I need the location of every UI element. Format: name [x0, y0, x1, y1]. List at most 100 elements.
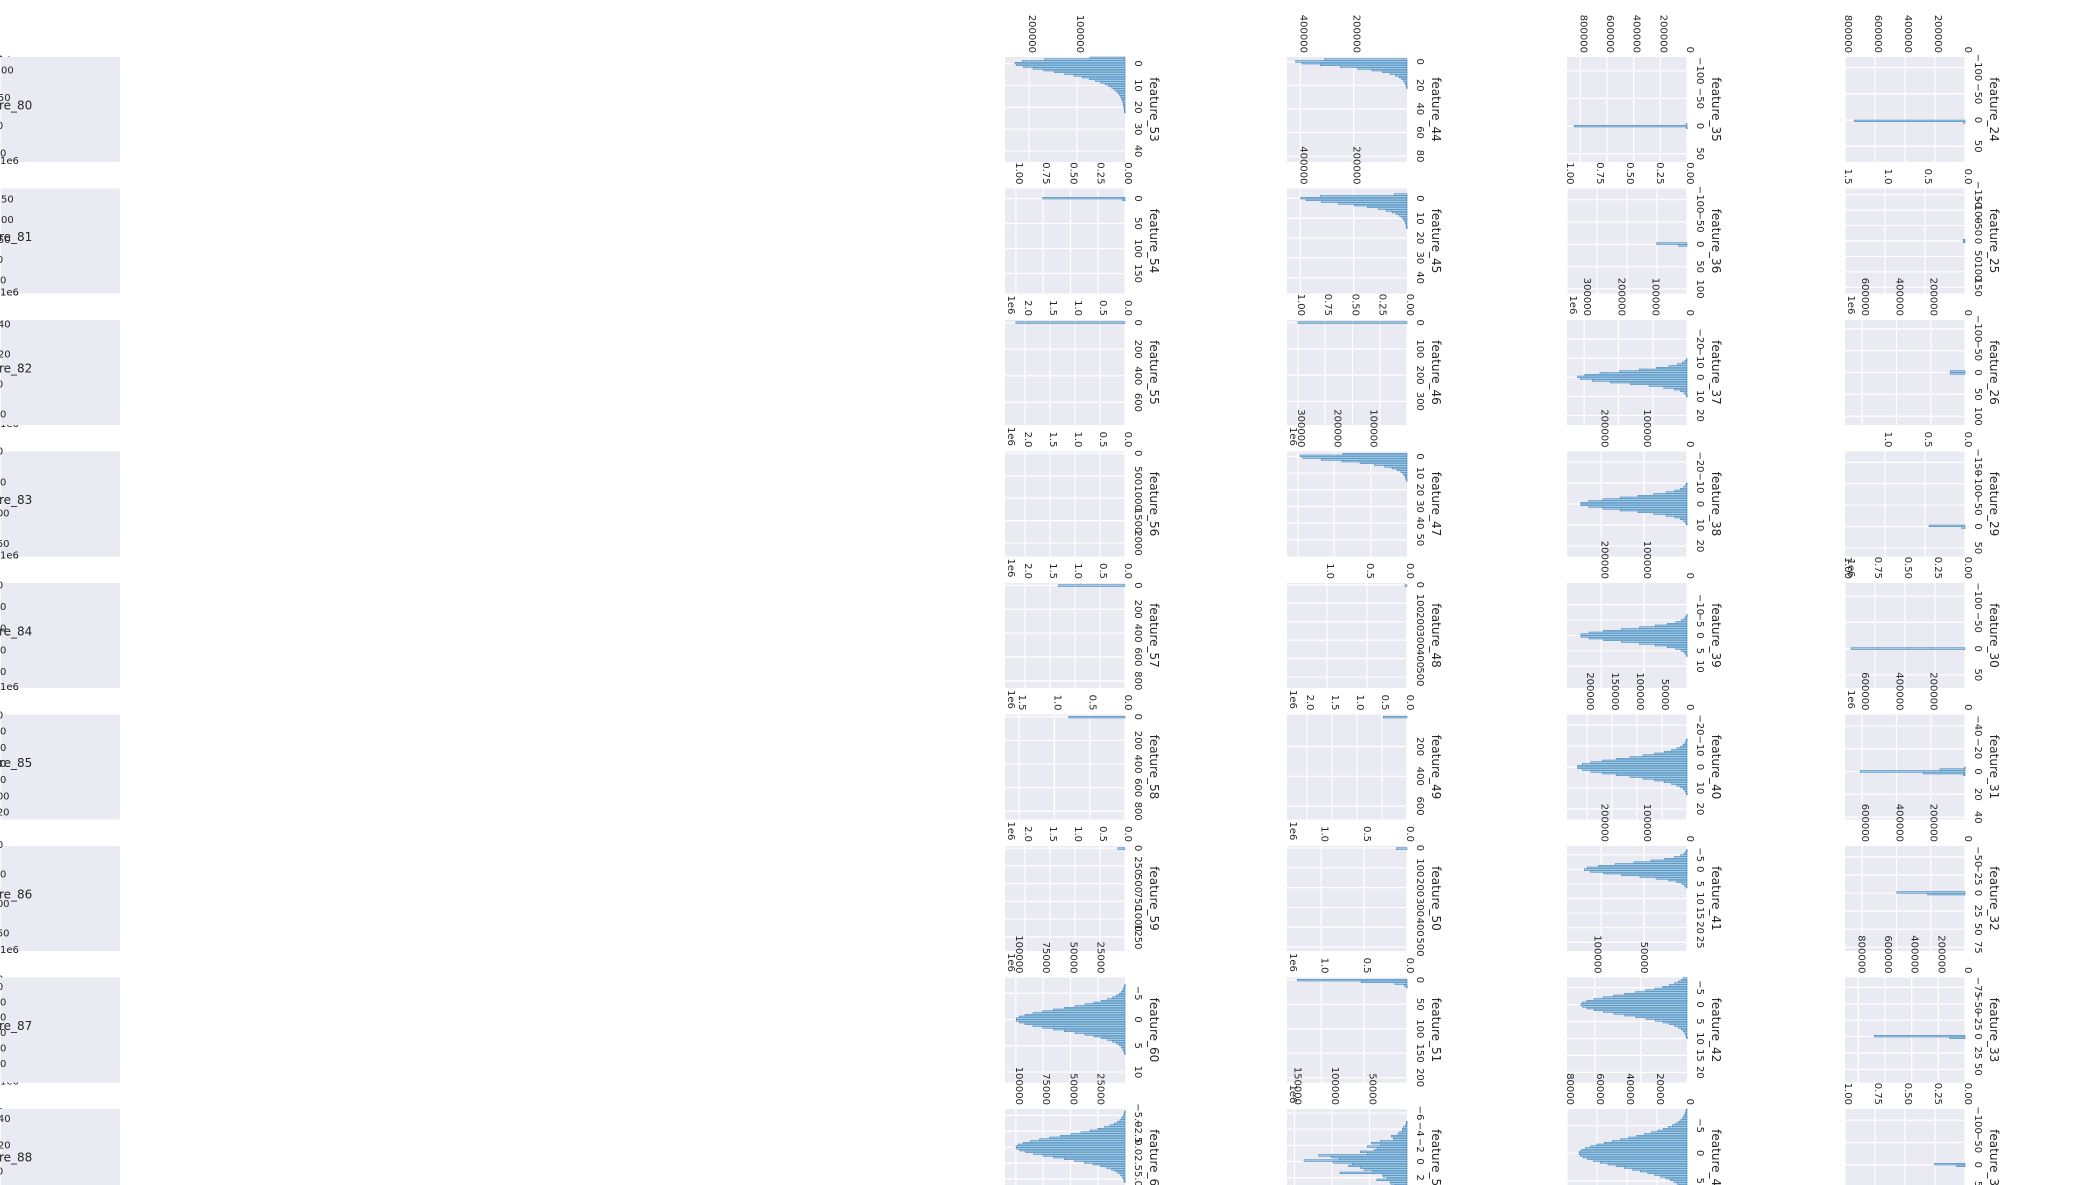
histogram-bar	[1922, 772, 1966, 775]
histogram-bar	[1590, 770, 1688, 773]
histogram-bar	[1404, 81, 1408, 84]
x-tick-label: −2	[1414, 1138, 1425, 1153]
panel-background	[0, 1109, 120, 1185]
x-tick-label: 0	[1972, 523, 1983, 529]
histogram-bar	[1403, 984, 1408, 987]
x-tick-label: 0	[1414, 59, 1425, 65]
histogram-bar	[1024, 1022, 1126, 1025]
x-tick-label: 1000	[1132, 906, 1143, 931]
histogram-bar	[1339, 65, 1408, 68]
histogram-bar	[1104, 83, 1126, 86]
histogram-bar	[1665, 491, 1688, 494]
histogram-panel: −50−25 0 25 50 75 0 200000 400000 600000 feature_…	[1845, 804, 2001, 954]
x-tick-label: 10	[1694, 782, 1705, 795]
y-tick-label: 0.5	[1097, 563, 1108, 579]
histogram-bar	[1685, 1112, 1688, 1115]
histogram-bar	[1093, 1035, 1126, 1038]
panel-title: feature_85	[0, 756, 32, 770]
histogram-bar	[1603, 872, 1688, 875]
x-tick-label: 30	[1132, 123, 1143, 136]
x-tick-label: 50	[1972, 1181, 1983, 1185]
y-tick-label: 0.00	[1684, 162, 1695, 184]
x-tick-label: 2	[1414, 1174, 1425, 1180]
x-tick-label: 20	[1414, 483, 1425, 496]
x-tick-label: −50	[0, 235, 11, 246]
x-tick-label: 50	[1972, 140, 1983, 153]
histogram-bar	[1405, 477, 1408, 480]
x-tick-label: 150	[1972, 278, 1983, 297]
x-tick-label: 0	[1972, 768, 1983, 774]
histogram-bar	[1042, 1026, 1126, 1029]
histogram-bar	[1637, 510, 1688, 513]
x-tick-label: 0	[1132, 845, 1143, 851]
histogram-bar	[1685, 1108, 1688, 1111]
histogram-panel: 0 20 40 60 80 200000 400000 feature_44	[1287, 15, 1443, 162]
histogram-bar	[1685, 791, 1688, 794]
panel-title: feature_29	[1987, 472, 2001, 537]
histogram-bar	[1393, 1138, 1408, 1141]
x-tick-label: 5.0	[1132, 1171, 1143, 1185]
histogram-bar	[1042, 1154, 1126, 1157]
histogram-bar	[1602, 996, 1688, 999]
panel-title: feature_37	[1709, 340, 1723, 405]
histogram-bar	[1123, 107, 1126, 110]
x-tick-label: 50	[1972, 669, 1983, 682]
histogram-bar	[1018, 1143, 1126, 1146]
histogram-panel: 0 50 100 150 200 0.0 0.5 1.0 1e6 feature_51	[1287, 958, 1443, 1103]
y-offset-label: 1e6	[1287, 690, 1298, 709]
y-tick-label: 25000	[1095, 1073, 1106, 1105]
histogram-bar	[1596, 1143, 1688, 1146]
x-tick-label: −100	[0, 215, 14, 226]
panel-background	[1287, 714, 1407, 820]
histogram-bar	[1599, 372, 1688, 375]
histogram-bar	[1962, 239, 1966, 242]
histogram-bar	[1685, 851, 1688, 854]
x-tick-label: −50	[1972, 83, 1983, 104]
x-tick-label: −20	[0, 350, 11, 361]
x-tick-label: −50	[1972, 340, 1983, 361]
histogram-bar	[1053, 1156, 1126, 1159]
histogram-bar	[1619, 496, 1688, 499]
histogram-bar	[1680, 854, 1688, 857]
y-tick-label: 0.0	[1122, 300, 1133, 316]
histogram-bar	[1074, 1031, 1126, 1034]
x-tick-label: 200	[1414, 612, 1425, 631]
y-tick-label: 400000	[1893, 804, 1904, 842]
histogram-bar	[1402, 472, 1408, 475]
histogram-panel: −100 −50 0 50 0 200000 400000 600000 800000 featu…	[1567, 15, 1723, 162]
histogram-bar	[1106, 1166, 1126, 1169]
histogram-bar	[1032, 1024, 1126, 1027]
histogram-bar	[1025, 1150, 1126, 1153]
y-tick-label: 2.0	[1022, 826, 1033, 842]
histogram-bar	[1405, 223, 1408, 226]
y-tick-label: 25000	[1095, 942, 1106, 974]
x-tick-label: 100	[0, 508, 10, 519]
histogram-bar	[1664, 858, 1688, 861]
histogram-bar	[1686, 793, 1688, 796]
x-tick-label: 0	[1694, 241, 1705, 247]
histogram-bar	[1112, 996, 1126, 999]
x-tick-label: 80	[0, 667, 6, 678]
histogram-bar	[1405, 221, 1408, 224]
histogram-bar	[1114, 88, 1126, 91]
histogram-bar	[1324, 58, 1408, 61]
x-tick-label: −5	[1694, 980, 1705, 995]
histogram-bar	[1681, 882, 1688, 885]
histogram-bar	[1095, 79, 1126, 82]
histogram-bar	[1642, 777, 1688, 780]
x-tick-label: 60	[0, 759, 6, 770]
y-tick-label: 50000	[1067, 1073, 1078, 1105]
histogram-panel: −75−50−25 0 25 50 0 200000 400000 600000 800000 f…	[1845, 935, 2001, 1083]
x-tick-label: 0	[1414, 1158, 1425, 1164]
histogram-bar	[1405, 1124, 1408, 1127]
y-tick-label: 0.0	[1404, 695, 1415, 711]
histogram-bar	[1635, 991, 1688, 994]
histogram-bar	[1406, 86, 1408, 89]
panel-background	[0, 583, 120, 688]
histogram-bar	[1611, 1140, 1688, 1143]
x-tick-label: 20	[0, 1013, 6, 1024]
histogram-bar	[1949, 372, 1966, 375]
histogram-bar	[1675, 1122, 1688, 1125]
x-tick-label: 150	[0, 928, 10, 939]
